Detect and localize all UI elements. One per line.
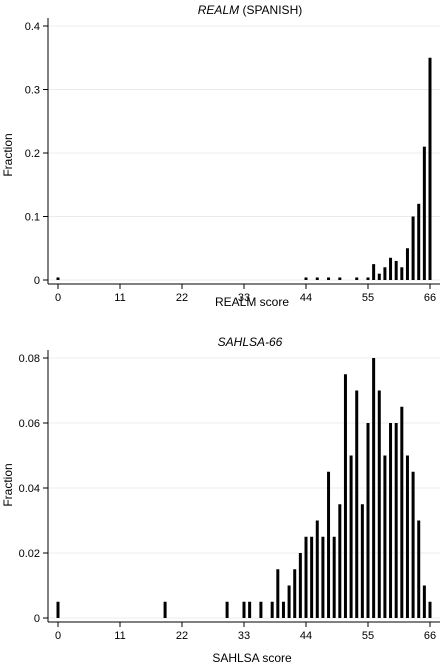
bar	[304, 536, 308, 618]
bar	[372, 358, 376, 618]
x-tick-label: 66	[424, 292, 436, 304]
bar	[411, 471, 415, 618]
bar	[411, 216, 415, 280]
x-tick-label: 33	[238, 292, 250, 304]
bar	[338, 277, 342, 280]
bar	[372, 264, 376, 280]
y-axis-label: Fraction	[1, 133, 15, 176]
y-tick-label: 0	[34, 613, 40, 625]
bar	[281, 601, 285, 618]
bar	[394, 260, 398, 280]
bar	[242, 601, 246, 618]
x-tick-label: 66	[424, 630, 436, 642]
x-axis-label: SAHLSA score	[212, 651, 292, 665]
bar	[417, 203, 421, 280]
bar	[270, 601, 274, 618]
bar	[355, 390, 359, 618]
bar	[355, 277, 359, 280]
bar	[276, 569, 280, 618]
bar	[248, 601, 252, 618]
bar	[293, 569, 297, 618]
bar	[315, 520, 319, 618]
bar	[360, 504, 364, 618]
y-tick-label: 0.02	[19, 548, 40, 560]
x-axis-label: REALM score	[215, 295, 289, 309]
chart-title: REALM (SPANISH)	[198, 3, 302, 17]
bar	[56, 277, 60, 280]
x-tick-label: 11	[114, 630, 125, 642]
bar	[389, 423, 393, 618]
y-tick-label: 0.04	[19, 483, 40, 495]
x-tick-label: 44	[300, 292, 312, 304]
bar	[321, 536, 325, 618]
x-tick-label: 22	[176, 292, 188, 304]
x-tick-label: 0	[55, 630, 61, 642]
x-tick-label: 33	[238, 630, 250, 642]
y-tick-label: 0.1	[25, 212, 40, 224]
bar	[428, 57, 432, 280]
chart-title-italic: REALM	[198, 3, 239, 17]
bar	[400, 267, 404, 280]
sahlsa-chart: SAHLSA-66 SAHLSA score Fraction 0 0.02 0.0…	[1, 335, 440, 665]
bar	[417, 520, 421, 618]
bar	[338, 504, 342, 618]
realm-chart: REALM (SPANISH) REALM score Fraction 0 0.…	[1, 3, 440, 309]
bar	[163, 601, 167, 618]
chart-title-rest: (SPANISH)	[239, 3, 302, 17]
bar	[298, 553, 302, 618]
bar	[327, 471, 331, 618]
bar	[56, 601, 60, 618]
bar	[366, 277, 370, 280]
chart-title-italic: SAHLSA-66	[218, 335, 283, 349]
bar	[343, 374, 347, 618]
x-tick-label: 55	[362, 630, 374, 642]
bar	[383, 455, 387, 618]
bar	[422, 585, 426, 618]
x-tick-label: 11	[114, 292, 125, 304]
y-axis-label: Fraction	[1, 463, 15, 506]
y-tick-label: 0	[34, 275, 40, 287]
bar	[315, 277, 319, 280]
x-tick-label: 22	[176, 630, 188, 642]
bar	[310, 536, 314, 618]
y-tick-label: 0.06	[19, 418, 40, 430]
x-tick-label: 55	[362, 292, 374, 304]
x-tick-label: 44	[300, 630, 312, 642]
bar	[400, 406, 404, 618]
y-tick-label: 0.08	[19, 353, 40, 365]
bar	[394, 423, 398, 618]
bar	[225, 601, 229, 618]
bar	[405, 455, 409, 618]
bar	[383, 267, 387, 280]
chart-title: SAHLSA-66	[218, 335, 283, 349]
bar	[428, 601, 432, 618]
bar	[366, 423, 370, 618]
bar	[332, 536, 336, 618]
y-tick-label: 0.4	[25, 21, 40, 33]
bar	[287, 585, 291, 618]
bar	[327, 277, 331, 280]
bar	[377, 390, 381, 618]
y-tick-label: 0.3	[25, 85, 40, 97]
bar	[349, 455, 353, 618]
bar	[259, 601, 263, 618]
x-tick-label: 0	[55, 292, 61, 304]
bar	[389, 257, 393, 280]
bar	[405, 248, 409, 280]
bar	[422, 146, 426, 280]
y-tick-label: 0.2	[25, 148, 40, 160]
bar	[304, 277, 308, 280]
bar	[377, 273, 381, 280]
